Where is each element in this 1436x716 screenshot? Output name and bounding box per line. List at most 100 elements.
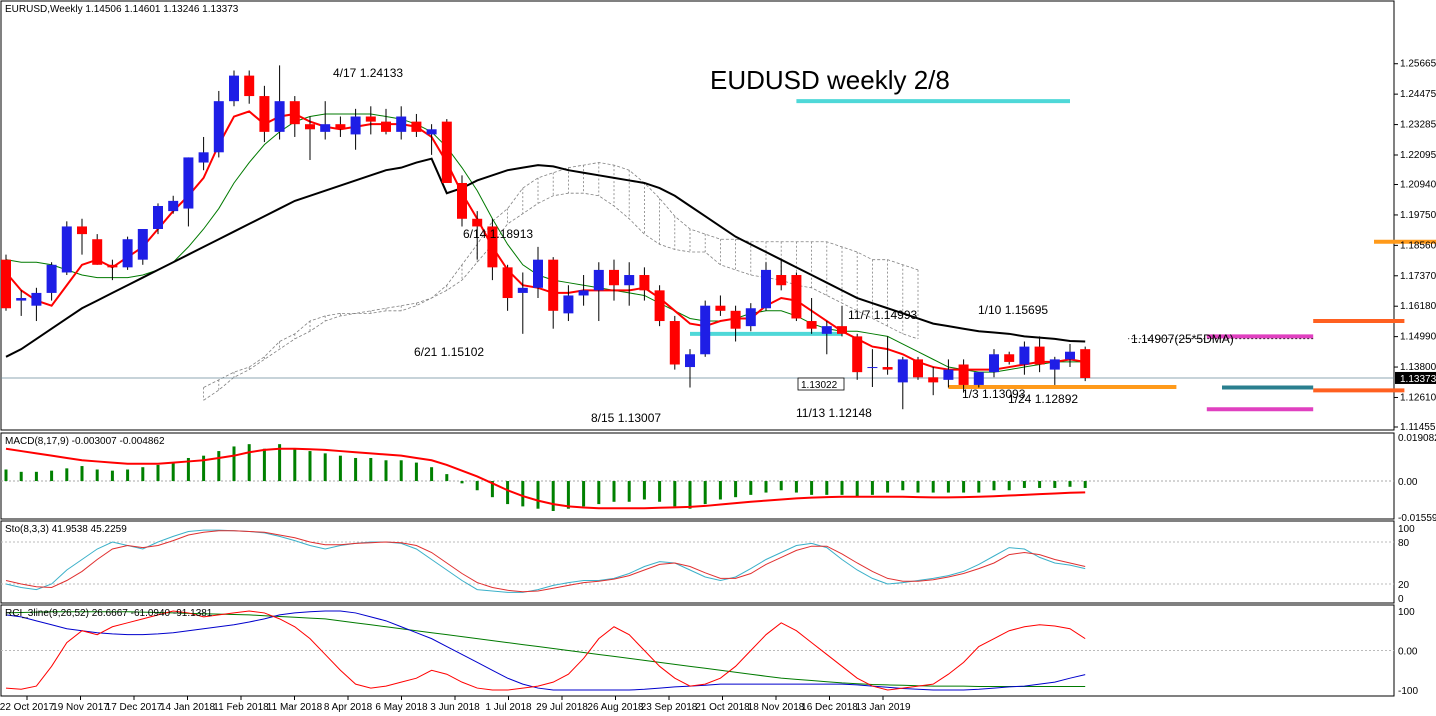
symbol-header: EURUSD,Weekly 1.14506 1.14601 1.13246 1.…: [5, 4, 239, 15]
candle-body: [77, 226, 87, 235]
candle-body: [1049, 359, 1060, 370]
sto-main-line: [5, 529, 1086, 593]
rci-long-line: [5, 611, 1086, 687]
candle-body: [107, 264, 118, 268]
candle-body: [502, 267, 513, 299]
candle-body: [305, 124, 315, 130]
candle-body: [715, 305, 726, 311]
price-tick-label: 1.13800: [1400, 362, 1436, 373]
price-annotation: 11/13 1.12148: [796, 406, 872, 420]
price-annotation: 1/3 1.13093: [962, 387, 1026, 401]
stochastic-panel: 100 80 20 0: [1, 524, 1415, 605]
macd-tick-label: 0.00: [1398, 477, 1418, 488]
date-tick-label: 23 Sep 2018: [641, 702, 698, 713]
price-tick-label: 1.19750: [1400, 210, 1436, 221]
candle-body: [943, 369, 954, 380]
sto-tick-label: 100: [1398, 524, 1415, 535]
candle-body: [548, 259, 559, 311]
candle-body: [320, 124, 331, 132]
candle-body: [153, 205, 163, 229]
candle-body: [852, 336, 863, 373]
candle-body: [973, 372, 984, 385]
sma-line: [5, 157, 1086, 358]
candle-body: [1034, 346, 1045, 365]
price-annotation: 6/14 1.18913: [463, 227, 533, 241]
candle-body: [92, 239, 103, 265]
candle-body: [639, 275, 650, 291]
sto-tick-label: 80: [1398, 538, 1410, 549]
candle-body: [61, 226, 72, 273]
price-box: [797, 377, 845, 391]
sto-signal-line: [5, 530, 1086, 593]
current-price-text: 1.13373: [1400, 374, 1436, 385]
price-tick-label: 1.20940: [1400, 180, 1436, 191]
price-tick-label: 1.14990: [1400, 332, 1436, 343]
candle-body: [16, 298, 27, 301]
candle-body: [517, 287, 528, 293]
candle-body: [700, 305, 711, 355]
candle-body: [867, 367, 878, 369]
sto-tick-label: 20: [1398, 580, 1410, 591]
date-tick-label: 29 Jul 2018: [536, 702, 588, 713]
cloud-span-b: [203, 192, 919, 401]
candle-body: [213, 101, 224, 153]
price-tick-label: 1.18560: [1400, 240, 1436, 251]
candle-body: [46, 264, 57, 293]
candle-body: [1065, 351, 1075, 360]
candlesticks: [1, 65, 1091, 410]
rci-mid-line: [5, 610, 1086, 691]
candle-body: [365, 116, 376, 122]
date-tick-label: 8 Apr 2018: [324, 702, 373, 713]
date-tick-label: 16 Dec 2018: [801, 702, 858, 713]
candle-body: [928, 377, 939, 383]
support-resistance-lines: 1.14907(25*5DMA): [690, 99, 1436, 412]
candle-body: [837, 326, 847, 334]
candle-body: [578, 290, 589, 296]
dma-label: 1.14907(25*5DMA): [1131, 332, 1234, 346]
date-tick-label: 1 Jul 2018: [485, 702, 532, 713]
price-annotation: 8/15 1.13007: [591, 411, 661, 425]
price-tick-label: 1.25665: [1400, 59, 1436, 70]
candle-body: [669, 321, 680, 365]
date-tick-label: 11 Feb 2018: [213, 702, 269, 713]
candle-body: [593, 269, 604, 291]
candle-body: [821, 326, 832, 334]
ichimoku-cloud: [203, 162, 919, 401]
candle-body: [791, 275, 802, 319]
date-tick-label: 22 Oct 2017: [0, 702, 55, 713]
date-tick-label: 17 Dec 2017: [106, 702, 163, 713]
candle-body: [472, 218, 483, 227]
candle-body: [122, 239, 133, 268]
rci-tick-label: -100: [1398, 686, 1418, 697]
candle-body: [989, 354, 999, 373]
price-annotation: 1/24 1.12892: [1008, 392, 1078, 406]
candle-body: [533, 259, 543, 288]
macd-panel-frame: [0, 432, 1395, 520]
price-tick-label: 1.12610: [1400, 392, 1436, 403]
rci-tick-label: 0.00: [1398, 647, 1418, 658]
candle-body: [229, 75, 239, 102]
candle-body: [259, 96, 270, 132]
axes: 1.25665 1.24475 1.23285 1.22095 1.20940 1.197…: [0, 59, 1436, 713]
date-tick-label: 6 May 2018: [375, 702, 428, 713]
macd-panel: 0.019082 0.00 -0.015599: [1, 433, 1436, 524]
date-tick-label: 19 Nov 2017: [52, 702, 109, 713]
price-tick-label: 1.22095: [1400, 150, 1436, 161]
candle-body: [198, 152, 209, 163]
candle-body: [381, 121, 391, 132]
date-tick-label: 14 Jan 2018: [160, 702, 215, 713]
date-tick-label: 18 Nov 2018: [748, 702, 805, 713]
candle-body: [441, 121, 452, 183]
sto-panel-frame: [0, 520, 1395, 604]
price-tick-label: 1.11455: [1400, 422, 1436, 433]
candle-body: [396, 116, 407, 132]
price-annotation: 1/10 1.15695: [978, 303, 1048, 317]
date-tick-label: 11 Mar 2018: [267, 702, 323, 713]
candle-body: [411, 121, 422, 132]
candle-body: [137, 229, 148, 260]
price-tick-label: 1.17370: [1400, 271, 1436, 282]
tenkan-line: [5, 110, 1086, 371]
candle-body: [289, 101, 300, 125]
date-tick-label: 26 Aug 2018: [587, 702, 644, 713]
